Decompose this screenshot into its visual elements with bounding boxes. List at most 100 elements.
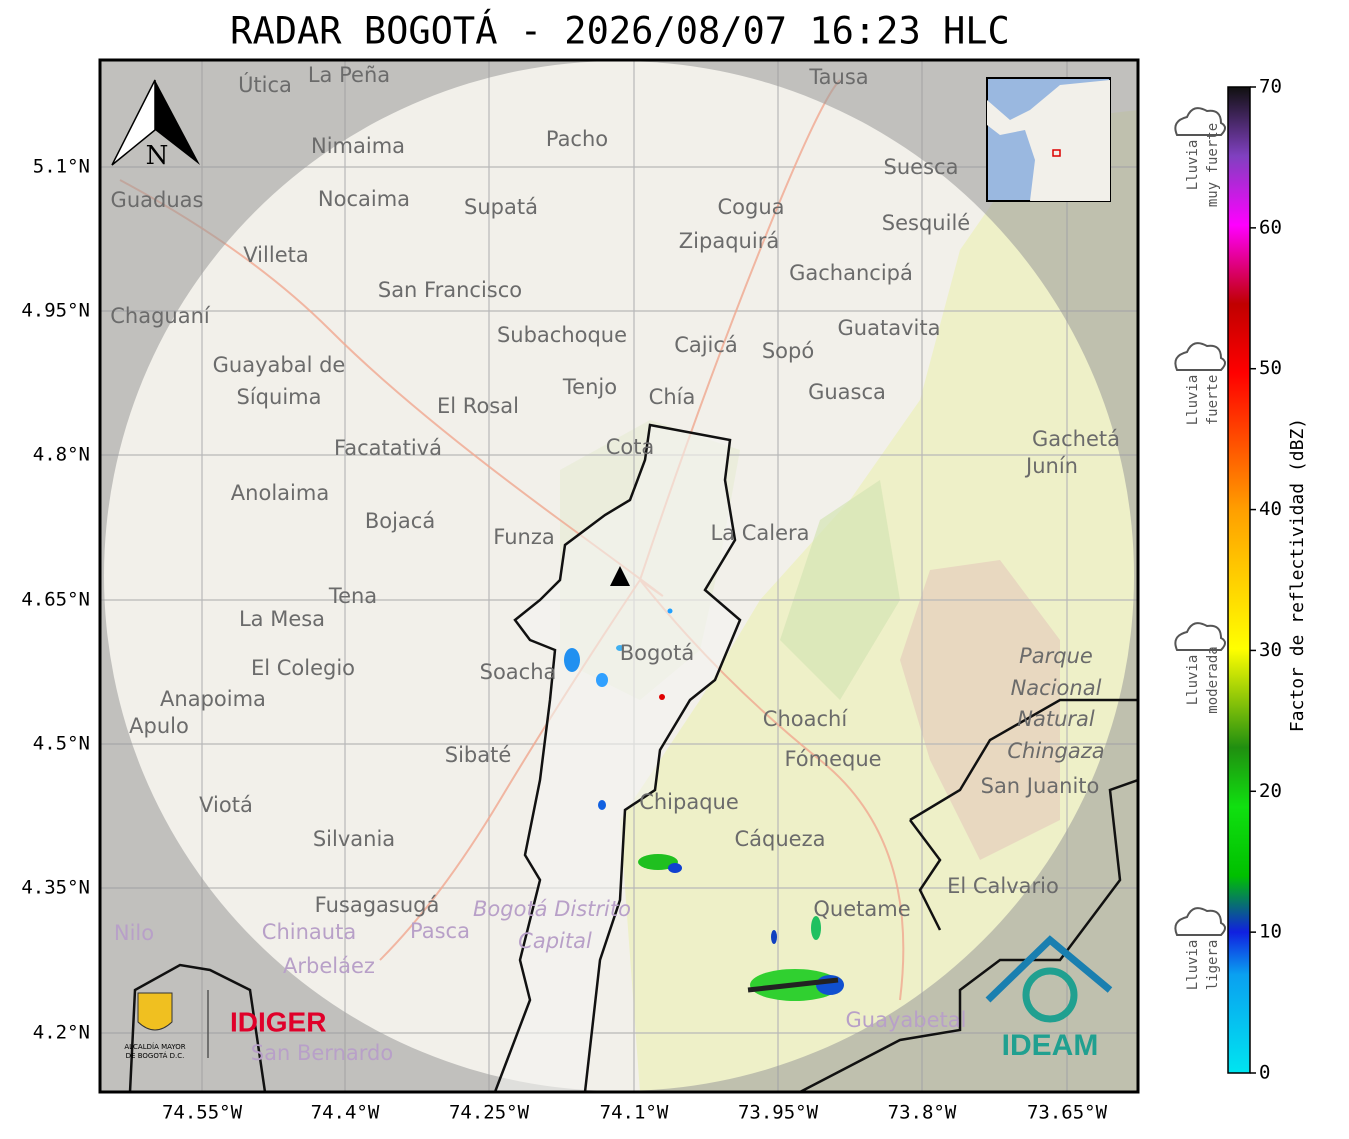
lat-tick-label: 4.65°N [21,589,90,611]
place-label: Parque [1019,644,1093,668]
place-label: Cota [606,435,655,459]
place-label: Choachí [763,707,849,731]
place-label: Útica [238,72,292,97]
lon-tick-label: 74.55°W [162,1102,243,1124]
colorbar-tick-label: 50 [1259,357,1282,379]
place-label: Quetame [813,897,910,921]
lon-tick-label: 73.8°W [888,1102,957,1124]
place-label: El Colegio [251,656,355,680]
place-label: Nocaima [318,187,410,211]
north-label: N [146,141,169,171]
place-label: Apulo [129,714,189,738]
rain-category-label: Lluvia [1185,375,1201,426]
place-label: Facatativá [334,436,442,460]
rain-category-label: Lluvia [1185,655,1201,706]
place-label: Chaguaní [110,304,211,328]
colorbar-label: Factor de reflectividad (dBZ) [1287,418,1308,732]
lat-tick-label: 4.5°N [33,733,90,755]
place-label: Chía [649,385,696,409]
lat-tick-label: 5.1°N [33,156,90,178]
place-label: Guaduas [111,188,204,212]
place-label: La Peña [308,63,390,87]
idiger-logo: IDIGER [230,1006,326,1037]
place-label: Cogua [717,195,784,219]
place-label: San Francisco [378,278,522,302]
place-label: Guayabal de [213,353,346,377]
north-arrow: N [111,79,200,171]
place-label: Tena [328,584,377,608]
place-label: Sopó [762,339,814,363]
colorbar-tick-label: 20 [1259,780,1282,802]
colorbar-tick-label: 40 [1259,498,1282,520]
basemap: Útica La Peña Tausa Pacho Nimaima Guaduas Noca… [100,60,1138,1092]
ideam-logo: IDEAM [985,935,1113,1062]
place-label: Nacional [1011,676,1102,700]
place-label: Guasca [808,380,886,404]
place-label: El Calvario [947,874,1059,898]
rain-category: Lluvia fuerte [1174,342,1226,426]
place-label: Pasca [410,919,470,943]
colorbar [1227,86,1251,1074]
place-label: Chinauta [262,920,356,944]
lon-tick-label: 74.4°W [311,1102,380,1124]
place-label: El Rosal [437,394,519,418]
inset-map [986,77,1111,202]
alcaldia-text: ALCALDÍA MAYOR [124,1042,185,1051]
place-label: Cáqueza [735,827,826,851]
place-label: Chingaza [1007,739,1104,763]
place-label: San Bernardo [251,1041,393,1065]
place-label: Junín [1024,454,1078,478]
place-label: Silvania [313,827,395,851]
radar-echoes [564,608,844,1001]
place-label: Villeta [243,243,308,267]
place-label: Soacha [480,660,557,684]
lon-tick-label: 74.25°W [449,1102,530,1124]
map-frame [98,58,1140,1094]
cloud-icon [1174,342,1226,371]
place-label: Tenjo [562,375,617,399]
place-label: Bogotá Distrito [473,897,631,921]
alcaldia-text: DE BOGOTÁ D.C. [126,1051,185,1060]
place-label: Sibaté [445,743,512,767]
place-label: Cajicá [674,333,738,357]
rain-category: Lluvia muy fuerte [1174,107,1226,207]
place-label: Guatavita [838,316,941,340]
lat-tick-label: 4.35°N [21,877,90,899]
place-label: Síquima [237,385,322,409]
colorbar-tick-label: 70 [1259,76,1282,98]
place-label: Nimaima [311,134,405,158]
place-label: Gachancipá [789,261,913,285]
cloud-icon [1174,907,1226,936]
place-label: San Juanito [981,774,1100,798]
place-label: Sesquilé [882,211,970,235]
rain-category: Lluvia moderada [1174,622,1226,714]
rain-category-label: Lluvia [1185,940,1201,991]
place-label: Capital [518,929,592,953]
place-label: Bogotá [620,641,695,665]
rain-category-label: muy fuerte [1205,123,1221,207]
rain-category-label: fuerte [1205,375,1221,426]
lat-tick-label: 4.8°N [33,444,90,466]
lon-tick-label: 73.95°W [738,1102,819,1124]
place-label: Funza [493,525,554,549]
cloud-icon [1174,107,1226,136]
rain-category-label: Lluvia [1185,140,1201,191]
place-label: Anapoima [160,687,266,711]
place-label: Nilo [114,921,154,945]
cloud-icon [1174,622,1226,651]
ideam-text: IDEAM [1002,1029,1099,1062]
colorbar-tick-label: 30 [1259,639,1282,661]
place-label: Supatá [464,195,538,219]
place-label: La Mesa [239,607,325,631]
lon-tick-label: 73.65°W [1027,1102,1108,1124]
place-label: Anolaima [231,481,329,505]
colorbar-tick-label: 60 [1259,216,1282,238]
rain-category-label: moderada [1205,646,1221,713]
place-label: Bojacá [365,509,435,533]
place-label: Chipaque [639,790,739,814]
place-label: Tausa [808,65,868,89]
colorbar-tick-label: 10 [1259,921,1282,943]
place-label: Suesca [884,155,959,179]
rain-category-label: ligera [1205,940,1221,991]
